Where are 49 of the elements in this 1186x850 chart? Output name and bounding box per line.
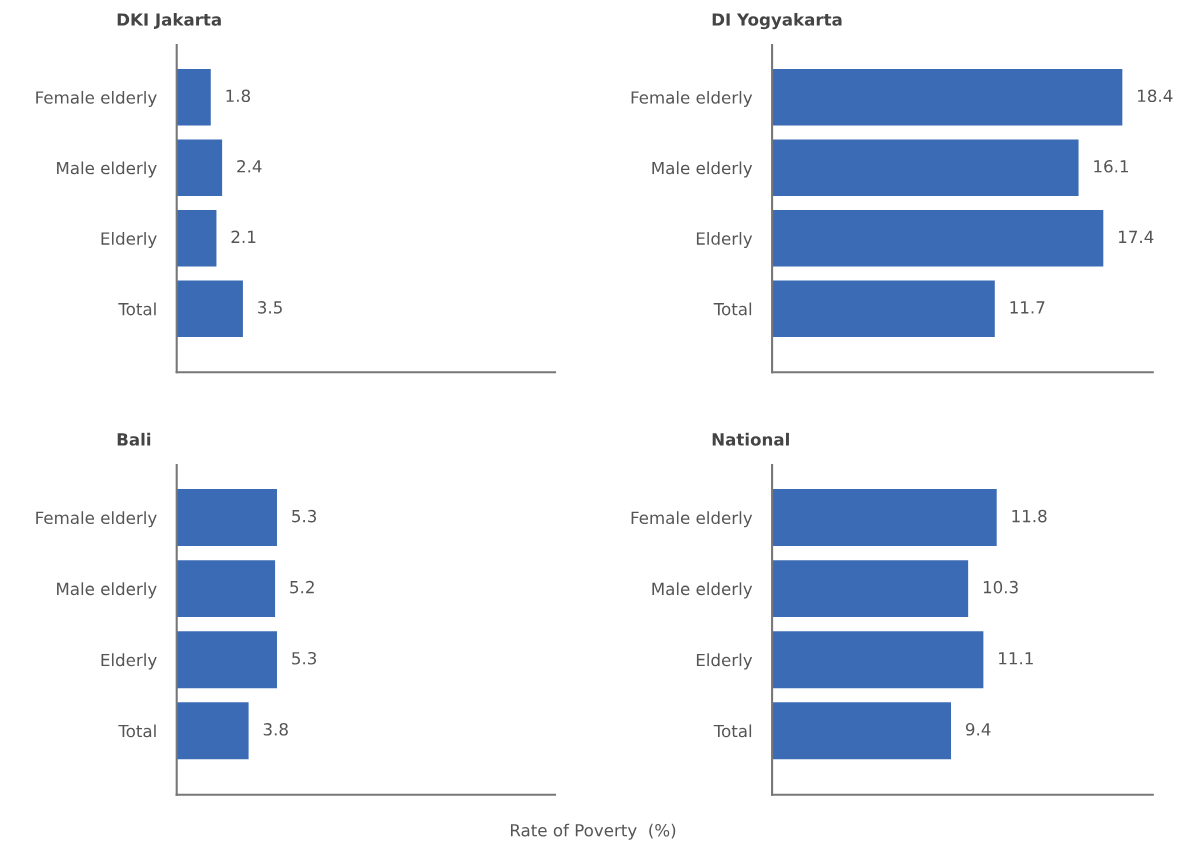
bar [176,69,211,126]
data-label: 18.4 [1138,89,1173,103]
data-label: 3.8 [263,723,288,736]
y-tick-label: Elderly [696,653,753,670]
data-label: 11.7 [1010,301,1045,314]
data-label: 5.3 [292,509,317,523]
bar [772,631,984,689]
chart-title: National [712,432,789,446]
y-tick-label: Female elderly [631,511,753,528]
bar [772,489,997,546]
bar [772,69,1123,126]
bar [176,210,217,267]
y-tick-label: Male elderly [652,582,753,599]
y-tick-label: Elderly [696,231,753,249]
bar [772,280,995,338]
data-label: 17.4 [1119,230,1154,243]
y-tick-label: Male elderly [57,582,157,599]
data-label: 11.1 [999,652,1033,665]
y-tick-label: Total [118,302,156,316]
chart-title: Bali [117,432,151,446]
data-label: 11.8 [1012,509,1047,523]
data-label: 5.3 [292,651,317,665]
y-tick-label: Male elderly [652,161,753,178]
y-tick-label: Total [118,724,156,738]
data-label: 9.4 [965,723,991,736]
y-tick-label: Female elderly [36,90,157,108]
x-axis-title: Rate of Poverty (%) [510,823,676,840]
data-label: 16.1 [1094,160,1129,173]
data-label: 2.1 [231,230,256,243]
y-tick-label: Female elderly [631,90,753,108]
data-label: 3.5 [258,301,282,314]
y-tick-label: Total [713,724,752,738]
data-label: 2.4 [237,160,262,173]
bar [176,280,243,338]
y-tick-label: Female elderly [36,511,157,528]
y-tick-label: Total [713,302,752,316]
y-tick-label: Male elderly [57,161,157,178]
bar [772,210,1104,267]
chart-title: DKI Jakarta [117,12,221,29]
data-label: 5.2 [290,580,314,594]
chart-title: DI Yogyakarta [712,12,842,30]
bar [176,139,223,196]
bar [772,560,969,618]
data-label: 10.3 [983,580,1018,594]
y-tick-label: Elderly [101,653,157,670]
bar [772,702,952,760]
bar [772,139,1079,196]
y-tick-label: Elderly [101,231,157,249]
data-label: 1.8 [226,89,251,103]
